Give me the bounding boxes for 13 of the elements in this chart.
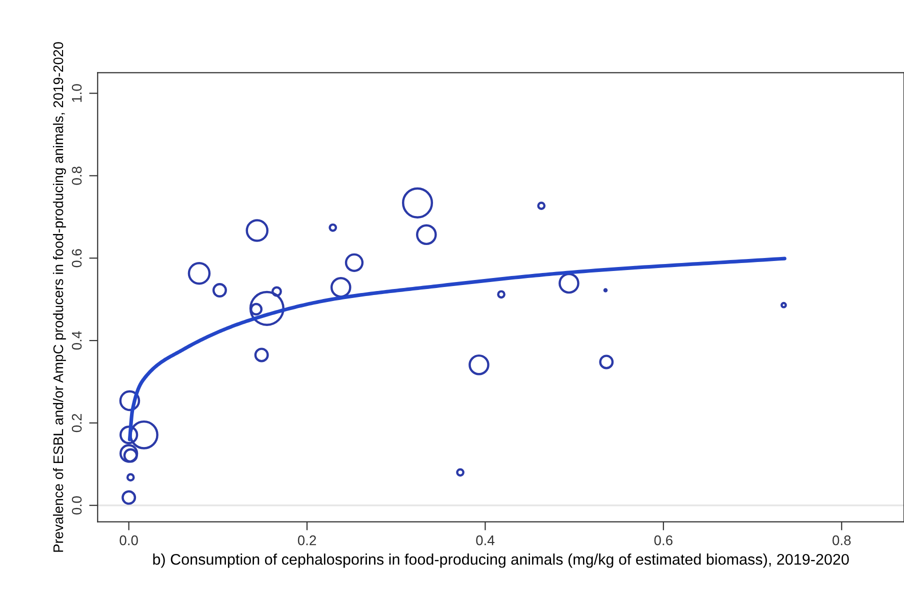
y-tick-label: 1.0 [72,84,82,102]
y-tick-label: 0.8 [72,166,82,185]
y-tick-label: 0.4 [72,331,82,350]
x-tick-label: 0.4 [476,535,494,546]
x-tick-label: 0.2 [298,535,316,546]
y-axis-title: Prevalence of ESBL and/or AmpC producers in food-producing animals, 2019-2020 [52,42,66,552]
x-tick-label: 0.0 [120,535,138,546]
x-tick-label: 0.6 [654,535,672,546]
x-tick-label: 0.8 [832,535,851,546]
y-tick-label: 0.2 [72,414,82,432]
y-tick-label: 0.0 [72,496,82,514]
x-axis-title: b) Consumption of cephalosporins in food-producing animals (mg/kg of estimated biomass), 2019-2020 [153,554,849,568]
y-tick-label: 0.6 [72,249,82,268]
